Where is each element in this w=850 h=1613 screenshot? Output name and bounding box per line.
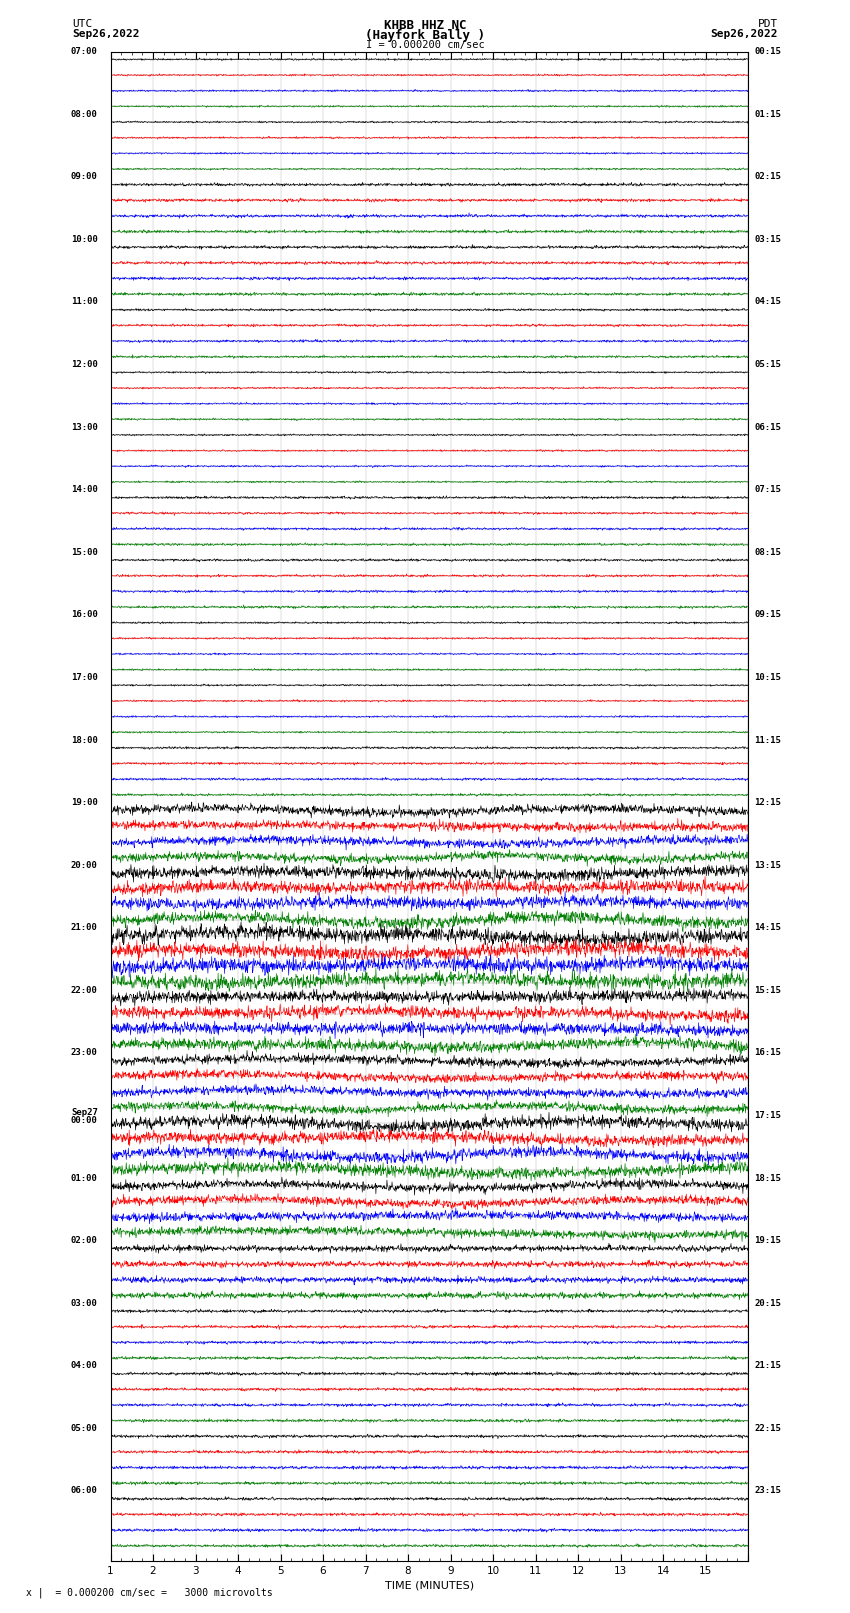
Text: 11:00: 11:00 [71, 297, 98, 306]
Text: 06:00: 06:00 [71, 1487, 98, 1495]
Text: 00:00: 00:00 [71, 1116, 98, 1124]
Text: 17:15: 17:15 [755, 1111, 781, 1119]
Text: 08:00: 08:00 [71, 110, 98, 119]
X-axis label: TIME (MINUTES): TIME (MINUTES) [385, 1581, 473, 1590]
Text: 15:15: 15:15 [755, 986, 781, 995]
Text: 12:15: 12:15 [755, 798, 781, 806]
Text: 10:00: 10:00 [71, 235, 98, 244]
Text: 12:00: 12:00 [71, 360, 98, 369]
Text: 21:00: 21:00 [71, 923, 98, 932]
Text: 16:15: 16:15 [755, 1048, 781, 1058]
Text: 03:00: 03:00 [71, 1298, 98, 1308]
Text: UTC: UTC [72, 18, 93, 29]
Text: 02:15: 02:15 [755, 173, 781, 181]
Text: 09:00: 09:00 [71, 173, 98, 181]
Text: Sep26,2022: Sep26,2022 [72, 29, 139, 39]
Text: 00:15: 00:15 [755, 47, 781, 56]
Text: 06:15: 06:15 [755, 423, 781, 432]
Text: 04:00: 04:00 [71, 1361, 98, 1371]
Text: KHBB HHZ NC: KHBB HHZ NC [383, 18, 467, 32]
Text: 03:15: 03:15 [755, 235, 781, 244]
Text: 07:15: 07:15 [755, 486, 781, 494]
Text: 01:15: 01:15 [755, 110, 781, 119]
Text: (Hayfork Bally ): (Hayfork Bally ) [365, 29, 485, 42]
Text: 19:00: 19:00 [71, 798, 98, 806]
Text: 05:15: 05:15 [755, 360, 781, 369]
Text: 08:15: 08:15 [755, 548, 781, 556]
Text: Sep27: Sep27 [71, 1108, 98, 1116]
Text: 18:15: 18:15 [755, 1174, 781, 1182]
Text: 13:00: 13:00 [71, 423, 98, 432]
Text: 02:00: 02:00 [71, 1236, 98, 1245]
Text: 01:00: 01:00 [71, 1174, 98, 1182]
Text: 20:15: 20:15 [755, 1298, 781, 1308]
Text: 11:15: 11:15 [755, 736, 781, 745]
Text: 18:00: 18:00 [71, 736, 98, 745]
Text: I = 0.000200 cm/sec: I = 0.000200 cm/sec [366, 39, 484, 50]
Text: PDT: PDT [757, 18, 778, 29]
Text: Sep26,2022: Sep26,2022 [711, 29, 778, 39]
Text: 07:00: 07:00 [71, 47, 98, 56]
Text: x |  = 0.000200 cm/sec =   3000 microvolts: x | = 0.000200 cm/sec = 3000 microvolts [26, 1587, 272, 1598]
Text: 22:15: 22:15 [755, 1424, 781, 1432]
Text: 15:00: 15:00 [71, 548, 98, 556]
Text: 19:15: 19:15 [755, 1236, 781, 1245]
Text: 09:15: 09:15 [755, 610, 781, 619]
Text: 14:00: 14:00 [71, 486, 98, 494]
Text: 05:00: 05:00 [71, 1424, 98, 1432]
Text: 23:15: 23:15 [755, 1487, 781, 1495]
Text: 21:15: 21:15 [755, 1361, 781, 1371]
Text: 13:15: 13:15 [755, 861, 781, 869]
Text: 23:00: 23:00 [71, 1048, 98, 1058]
Text: 04:15: 04:15 [755, 297, 781, 306]
Text: 16:00: 16:00 [71, 610, 98, 619]
Text: 10:15: 10:15 [755, 673, 781, 682]
Text: 17:00: 17:00 [71, 673, 98, 682]
Text: 14:15: 14:15 [755, 923, 781, 932]
Text: 22:00: 22:00 [71, 986, 98, 995]
Text: 20:00: 20:00 [71, 861, 98, 869]
